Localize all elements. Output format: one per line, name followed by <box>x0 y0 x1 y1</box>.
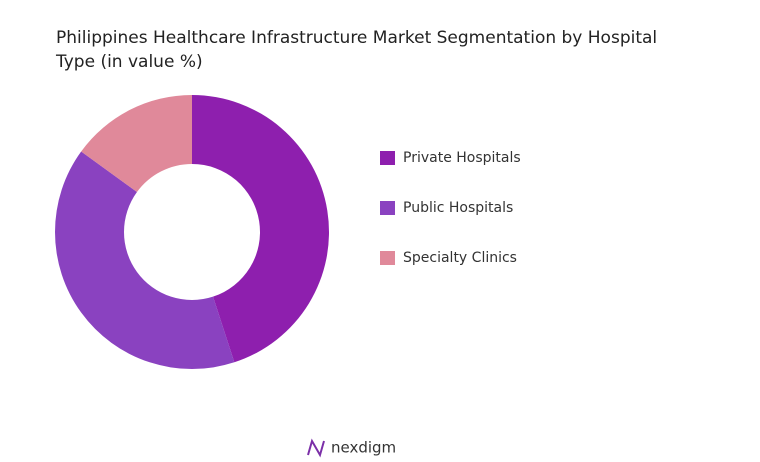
legend-label: Public Hospitals <box>403 200 513 216</box>
legend-swatch <box>380 201 395 215</box>
brand-logo: nexdigm <box>307 438 396 458</box>
legend-swatch <box>380 251 395 265</box>
donut-slice <box>192 95 329 363</box>
legend-label: Specialty Clinics <box>403 250 517 266</box>
chart-title: Philippines Healthcare Infrastructure Ma… <box>56 28 658 72</box>
legend-swatch <box>380 151 395 165</box>
brand-name: nexdigm <box>331 439 396 457</box>
donut-slice <box>81 95 192 193</box>
donut-slice <box>55 151 235 369</box>
logo-icon <box>307 438 325 458</box>
legend-label: Private Hospitals <box>403 150 521 166</box>
